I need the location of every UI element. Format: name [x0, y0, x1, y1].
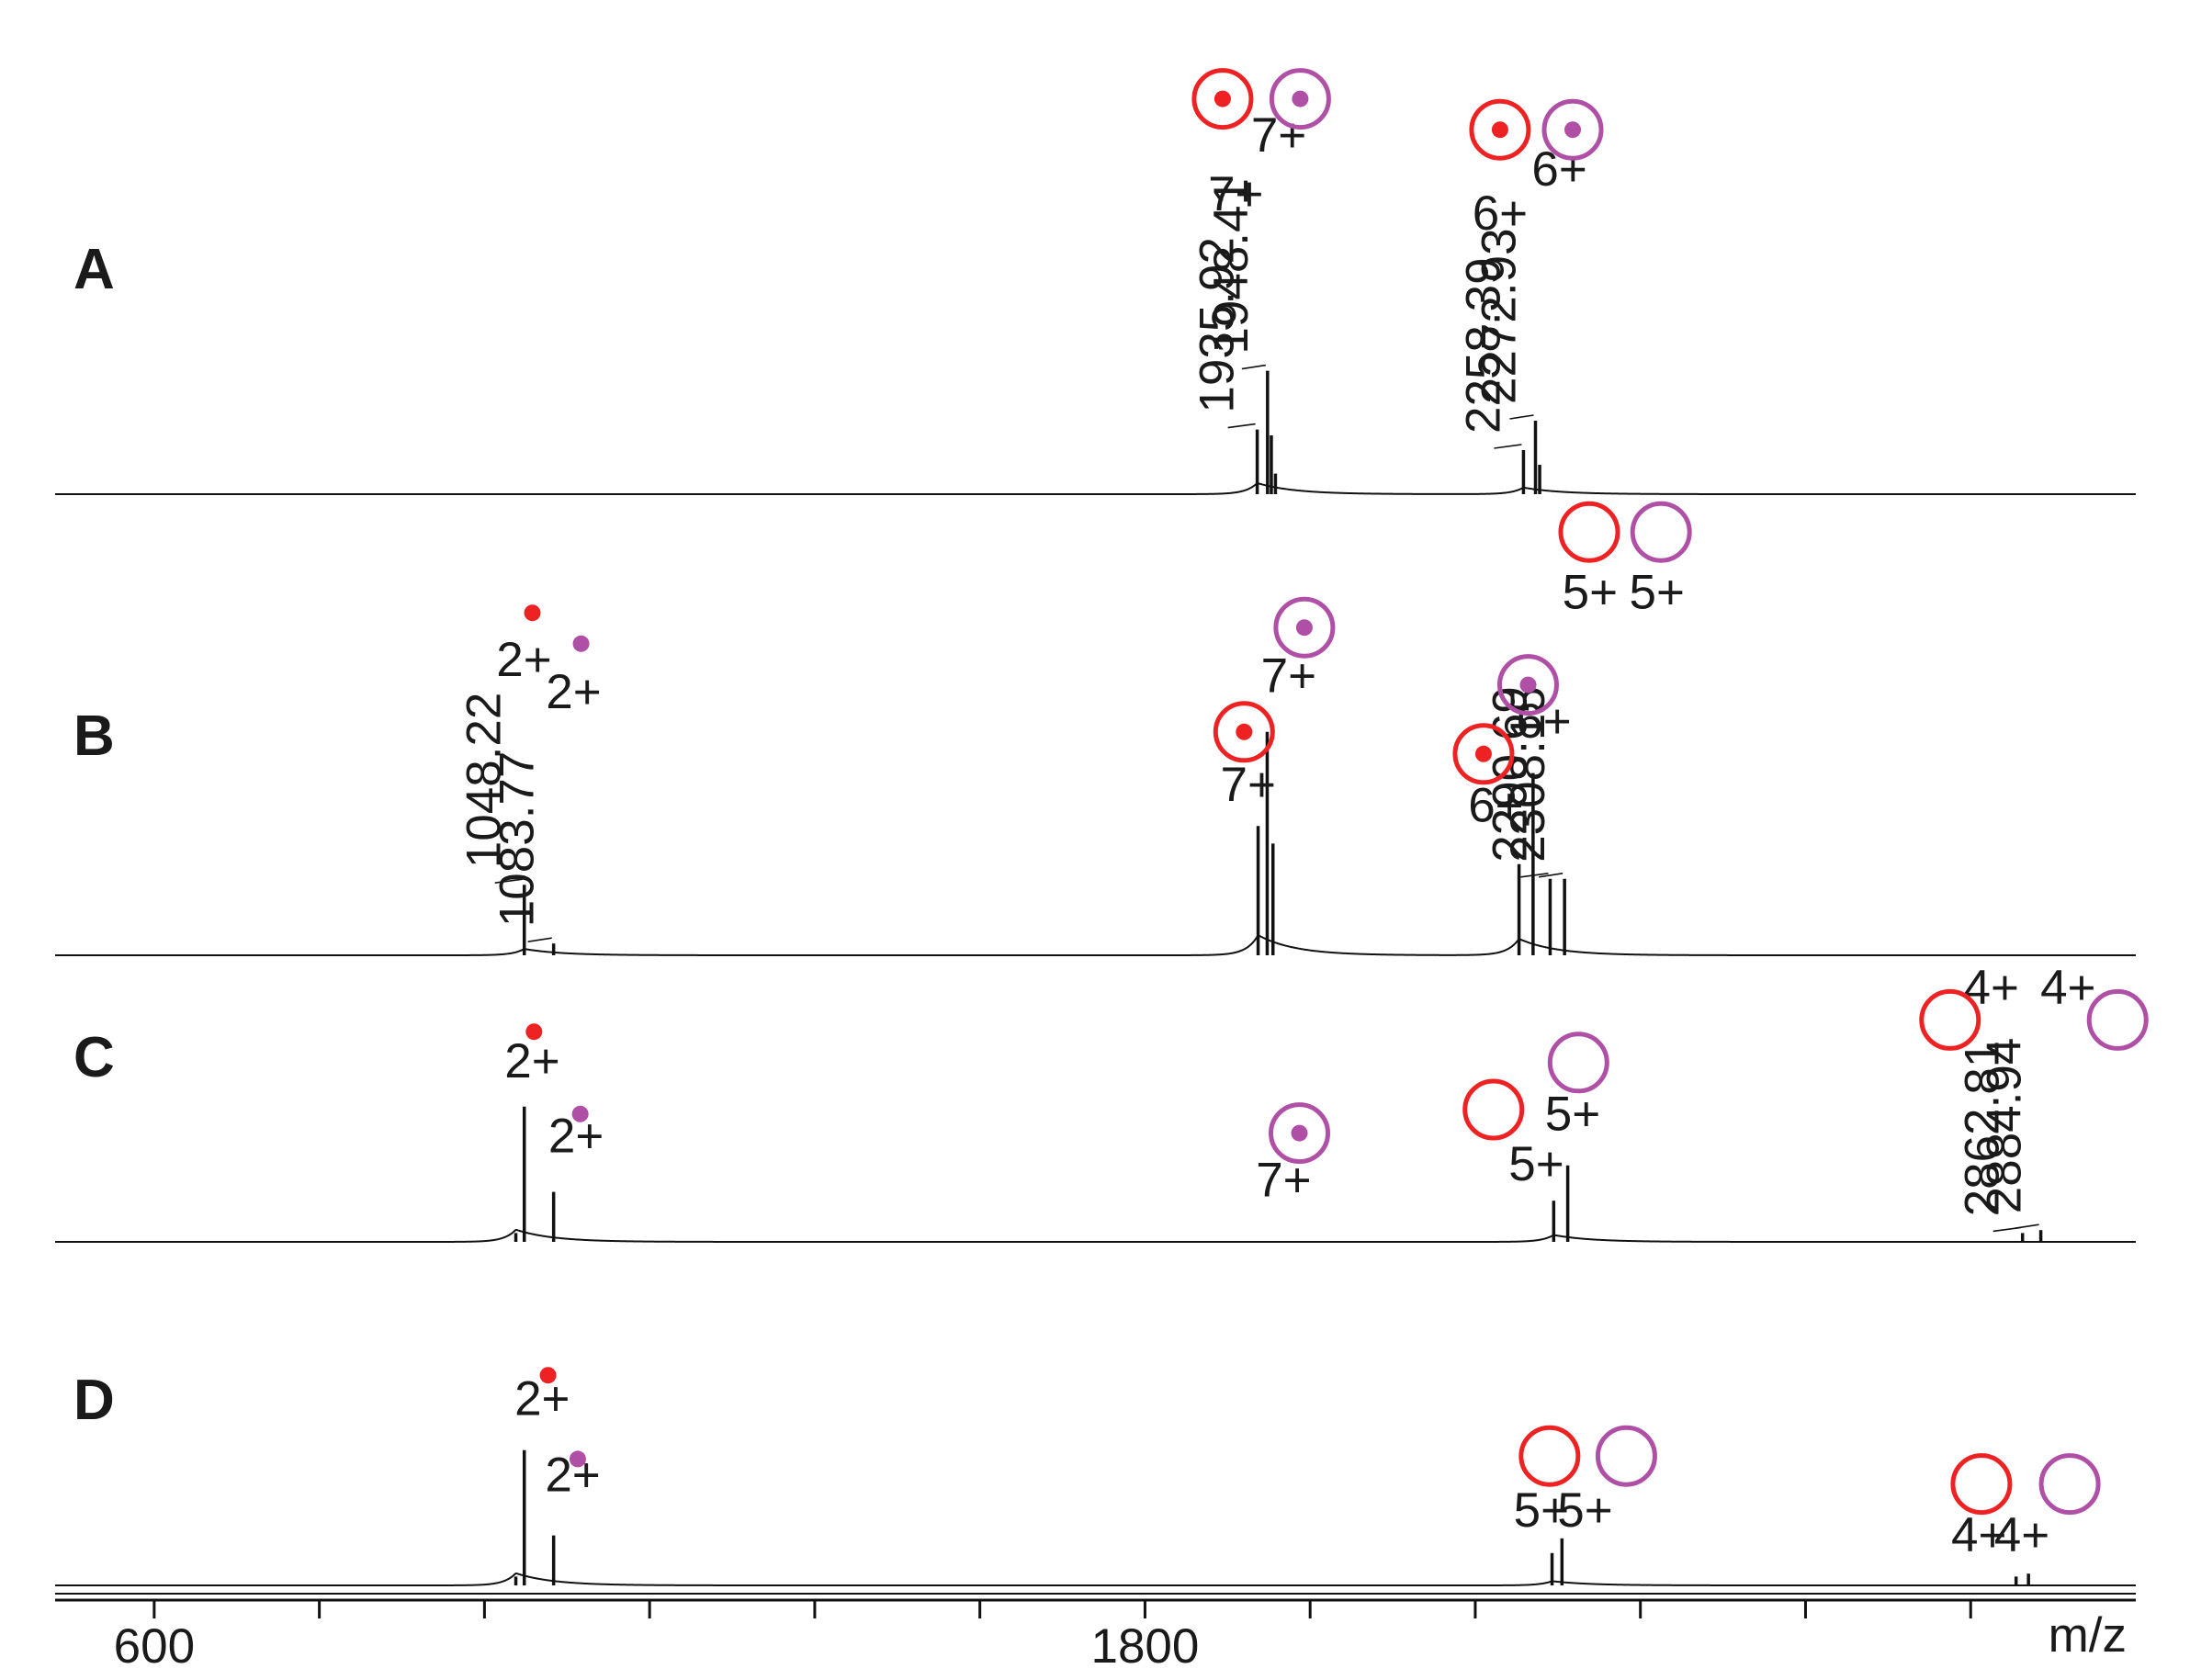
red-circle-marker [1558, 501, 1620, 563]
peak-label: 1948.41 [1204, 178, 1259, 355]
charge-label: 5+ [1563, 565, 1618, 619]
charge-label: 7+ [1221, 758, 1276, 812]
x-axis: 600 1800 m/z [55, 1593, 2136, 1674]
leader-line [1520, 873, 1549, 878]
panel-d: D 2+2+5+5+ 4+4+ [55, 1367, 2136, 1586]
purple-dotted-circle-marker [1541, 98, 1604, 161]
peak-label: 2258.39 [1456, 257, 1510, 434]
charge-label: 6+ [1516, 694, 1571, 749]
charge-label: 2+ [546, 665, 601, 719]
leader-line [1494, 444, 1522, 449]
charge-label: 4+ [1951, 1508, 2006, 1562]
charge-label: 4+ [1994, 1508, 2049, 1562]
charge-label: 7+ [1208, 167, 1263, 221]
peak-label: 1048.22 [457, 693, 512, 869]
leader-line [1509, 414, 1534, 420]
charge-label: 5+ [1557, 1483, 1612, 1538]
charge-label: 6+ [1468, 778, 1523, 832]
purple-dotted-circle-marker [1496, 654, 1559, 716]
red-dot-marker [539, 1367, 557, 1384]
x-axis-unit-label: m/z [2049, 1608, 2127, 1663]
red-dot-marker [525, 1023, 543, 1041]
purple-circle-marker [1595, 1425, 1657, 1487]
leader-line [1241, 364, 1266, 370]
peak-label: 2862.81 [1956, 1041, 2010, 1217]
charge-label: 6+ [1473, 186, 1528, 241]
panel-label-a: A [73, 238, 115, 301]
peak-label: 2290.69 [1483, 686, 1537, 863]
panel-label-d: D [73, 1369, 115, 1432]
x-tick-label-600: 600 [114, 1619, 195, 1674]
charge-label: 4+ [1963, 961, 2018, 1015]
purple-dotted-circle-marker [1269, 68, 1331, 130]
leader-line [1539, 873, 1563, 878]
purple-circle-marker [2086, 988, 2149, 1051]
peak-label: 2884.94 [1978, 1038, 2032, 1214]
peak-label: 1083.77 [491, 751, 545, 928]
charge-label: 5+ [1545, 1087, 1600, 1141]
red-circle-marker [1919, 988, 1981, 1051]
purple-circle-marker [2038, 1453, 2101, 1516]
spectrum-baseline [55, 1572, 2136, 1586]
purple-circle-marker [1630, 501, 1692, 563]
spectrum-baseline [55, 481, 2136, 495]
red-circle-marker [1518, 1425, 1581, 1487]
leader-line [1227, 423, 1256, 429]
red-dotted-circle-marker [1213, 701, 1275, 763]
red-circle-marker [1462, 1078, 1525, 1141]
panel-label-c: C [73, 1026, 115, 1089]
charge-label: 5+ [1629, 565, 1684, 619]
charge-label: 4+ [2040, 961, 2095, 1015]
x-tick-label-1800: 1800 [1090, 1619, 1199, 1674]
purple-dot-marker [572, 635, 590, 652]
spectrum-baseline [55, 934, 2136, 956]
spectrum-baseline [55, 1228, 2136, 1243]
red-dotted-circle-marker [1469, 98, 1531, 161]
purple-dot-marker [571, 1105, 589, 1122]
peak-label: 2272.93 [1473, 228, 1527, 404]
red-circle-marker [1950, 1453, 2013, 1516]
peak-label: 2308.15 [1501, 686, 1555, 863]
peak-label: 1935.92 [1191, 237, 1245, 413]
charge-label: 6+ [1531, 142, 1586, 197]
purple-dot-marker [569, 1450, 586, 1468]
red-dotted-circle-marker [1452, 723, 1515, 785]
red-dot-marker [524, 604, 541, 622]
red-dotted-circle-marker [1191, 68, 1254, 130]
leader-line [527, 937, 552, 942]
purple-dotted-circle-marker [1273, 596, 1336, 659]
charge-label: 5+ [1508, 1137, 1563, 1191]
panel-label-b: B [73, 705, 115, 768]
purple-circle-marker [1547, 1032, 1609, 1094]
charge-label: 2+ [496, 633, 551, 687]
purple-dotted-circle-marker [1269, 1102, 1331, 1165]
leader-line [2015, 1223, 2039, 1229]
charge-label: 2+ [504, 1034, 559, 1088]
charge-label: 5+ [1514, 1483, 1569, 1538]
leader-line [494, 878, 523, 884]
